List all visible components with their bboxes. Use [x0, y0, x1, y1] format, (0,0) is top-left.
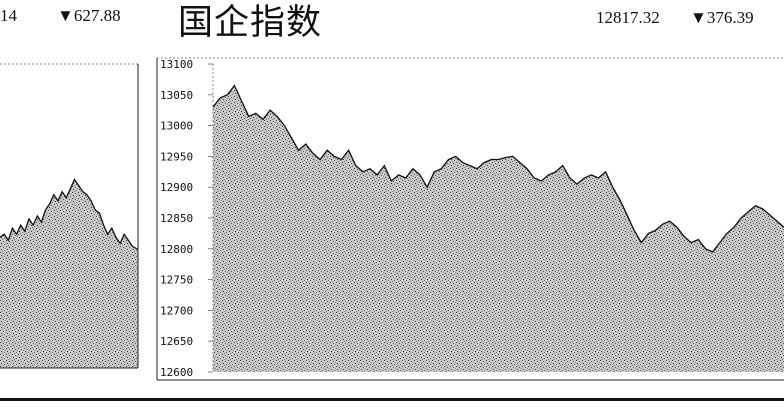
- y-tick-label: 12650: [160, 335, 193, 348]
- left-partial-chart: [0, 63, 139, 369]
- hscei-area-fill: [213, 85, 784, 372]
- y-tick-label: 13000: [160, 120, 193, 133]
- left-index-change: ▼627.88: [57, 6, 121, 25]
- y-tick-label: 12950: [160, 150, 193, 163]
- y-tick-label: 12800: [160, 243, 193, 256]
- index-value: 12817.32: [596, 8, 660, 27]
- y-tick-label: 12700: [160, 304, 193, 317]
- y-tick-label: 12900: [160, 181, 193, 194]
- hscei-intraday-chart: 13100 13050 13000 12950 12900 12850 12800 12750…: [156, 57, 784, 381]
- bottom-divider: [0, 398, 784, 401]
- hscei-series-line: [212, 84, 784, 253]
- y-tick-label: 12850: [160, 212, 193, 225]
- y-tick-label: 13050: [160, 89, 193, 102]
- left-index-value: 14: [0, 6, 17, 25]
- y-tick-label: 12600: [160, 366, 193, 379]
- index-change: ▼376.39: [690, 8, 754, 27]
- chart-title: 国企指数: [178, 3, 323, 43]
- y-tick-label: 13100: [160, 58, 193, 71]
- y-tick-label: 12750: [160, 274, 193, 287]
- left-chart-series-line: [0, 178, 139, 250]
- left-chart-area-fill: [0, 179, 138, 368]
